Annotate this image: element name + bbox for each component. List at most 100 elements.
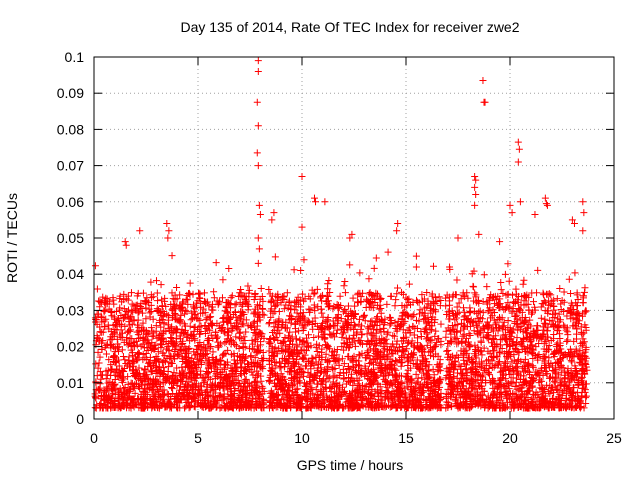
data-point — [497, 286, 505, 294]
data-point — [387, 292, 395, 300]
data-point — [581, 284, 589, 292]
data-point — [563, 312, 571, 320]
data-point — [317, 292, 325, 300]
data-point — [478, 351, 486, 359]
data-point — [218, 294, 226, 302]
data-point — [383, 300, 391, 308]
data-point — [387, 316, 395, 324]
data-point — [577, 328, 585, 336]
data-point — [115, 315, 123, 323]
data-point — [526, 344, 534, 352]
data-point — [238, 395, 246, 403]
data-point — [451, 335, 459, 343]
data-point — [560, 288, 568, 296]
data-point — [406, 301, 414, 309]
data-point — [292, 386, 300, 394]
data-point — [212, 259, 220, 267]
data-point — [389, 332, 397, 340]
data-point — [224, 346, 232, 354]
data-point — [195, 289, 203, 297]
data-point — [208, 306, 216, 314]
data-point — [384, 328, 392, 336]
data-point — [308, 358, 316, 366]
data-point — [250, 318, 258, 326]
data-point — [428, 292, 436, 300]
data-point — [219, 276, 227, 284]
data-point — [349, 294, 357, 302]
data-point — [437, 320, 445, 328]
data-point — [444, 346, 452, 354]
data-point — [203, 370, 211, 378]
data-point — [580, 292, 588, 300]
data-point — [307, 391, 315, 399]
data-point — [341, 277, 349, 285]
data-point — [251, 377, 259, 385]
data-point — [391, 302, 399, 310]
data-point — [568, 358, 576, 366]
data-point — [520, 276, 528, 284]
data-point — [358, 322, 366, 330]
data-point — [358, 330, 366, 338]
data-point — [173, 364, 181, 372]
data-point — [521, 293, 529, 301]
data-point — [351, 322, 359, 330]
data-point — [573, 291, 581, 299]
data-point — [201, 330, 209, 338]
data-point — [238, 302, 246, 310]
data-point — [365, 376, 373, 384]
data-point — [351, 302, 359, 310]
data-point — [282, 324, 290, 332]
data-point — [550, 313, 558, 321]
data-point — [265, 285, 273, 293]
data-point — [93, 285, 101, 293]
data-point — [158, 296, 166, 304]
data-point — [124, 373, 132, 381]
data-point — [505, 277, 513, 285]
data-point — [149, 391, 157, 399]
data-point — [287, 319, 295, 327]
data-point — [244, 282, 252, 290]
data-point — [280, 305, 288, 313]
data-point — [96, 353, 104, 361]
data-point — [176, 332, 184, 340]
data-point — [526, 316, 534, 324]
data-point — [136, 334, 144, 342]
data-point — [104, 321, 112, 329]
data-point — [450, 365, 458, 373]
data-point — [176, 291, 184, 299]
data-point — [442, 333, 450, 341]
data-point — [147, 278, 155, 286]
data-point — [391, 332, 399, 340]
data-point — [455, 361, 463, 369]
data-point — [203, 350, 211, 358]
data-point — [185, 289, 193, 297]
data-point — [412, 370, 420, 378]
data-point — [376, 295, 384, 303]
data-point — [115, 389, 123, 397]
data-point — [501, 270, 509, 278]
data-point — [172, 315, 180, 323]
data-point — [117, 333, 125, 341]
data-point — [496, 389, 504, 397]
data-point — [414, 374, 422, 382]
data-point — [511, 299, 519, 307]
data-point — [120, 375, 128, 383]
data-point — [572, 345, 580, 353]
data-point — [266, 378, 274, 386]
data-point — [537, 303, 545, 311]
data-point — [157, 281, 165, 289]
data-point — [346, 261, 354, 269]
data-point — [405, 280, 413, 288]
data-points — [91, 57, 591, 412]
data-point — [489, 327, 497, 335]
data-point — [486, 314, 494, 322]
data-point — [199, 309, 207, 317]
data-point — [475, 308, 483, 316]
data-point — [326, 374, 334, 382]
data-point — [429, 262, 437, 270]
data-point — [484, 331, 492, 339]
data-point — [375, 305, 383, 313]
data-point — [365, 360, 373, 368]
data-point — [182, 402, 190, 410]
data-point — [489, 384, 497, 392]
